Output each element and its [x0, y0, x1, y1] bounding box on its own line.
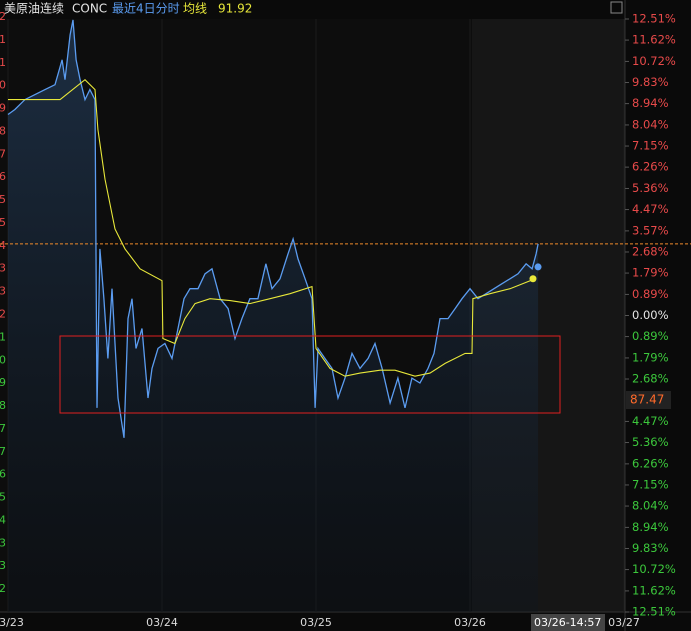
left-axis-label: 3 — [0, 285, 6, 298]
left-axis-label: 3 — [0, 559, 6, 572]
x-tick-label: 03/27 — [608, 616, 640, 629]
y-tick-label: 1.79% — [632, 350, 669, 364]
left-axis-label: 7 — [0, 147, 6, 160]
left-axis-label: 1 — [0, 330, 6, 343]
y-tick-label: 8.04% — [632, 117, 669, 131]
left-axis-label: 4 — [0, 239, 6, 252]
left-axis-label: 0 — [0, 79, 6, 92]
left-axis-label: 6 — [0, 468, 6, 481]
window-icon[interactable] — [610, 1, 623, 14]
y-tick-label: 5.36% — [632, 181, 669, 195]
y-tick-label: 9.83% — [632, 75, 669, 89]
highlight-box — [59, 335, 561, 414]
left-axis-label: 5 — [0, 491, 6, 504]
left-axis-label: 3 — [0, 536, 6, 549]
left-axis-label: 2 — [0, 308, 6, 321]
y-tick-label: 8.94% — [632, 520, 669, 534]
y-tick-label: 8.94% — [632, 96, 669, 110]
y-tick-label: 11.62% — [632, 33, 676, 47]
x-tick-label: 03/23 — [0, 616, 24, 629]
left-axis-label: 2 — [0, 10, 6, 23]
period: 最近4日分时 — [112, 2, 180, 16]
left-axis-label: 4 — [0, 513, 6, 526]
ma-value: 91.92 — [218, 2, 252, 16]
y-tick-label: 10.72% — [632, 54, 676, 68]
cursor-time-box — [531, 614, 605, 631]
end-dot — [534, 263, 542, 271]
left-axis-label: 9 — [0, 376, 6, 389]
y-tick-label: 0.89% — [632, 329, 669, 343]
left-axis-label: 3 — [0, 262, 6, 275]
x-tick-label: 03/26 — [454, 616, 486, 629]
left-axis-label: 2 — [0, 582, 6, 595]
cursor-time: 03/26-14:57 — [534, 616, 601, 629]
ma-line — [8, 78, 534, 377]
y-tick-label: 4.47% — [632, 414, 669, 428]
price-line — [7, 19, 539, 438]
y-tick-label: 12.51% — [632, 605, 676, 619]
y-tick-label: 10.72% — [632, 562, 676, 576]
y-tick-label: 3.57% — [632, 223, 669, 237]
price-label-box — [626, 391, 671, 409]
x-tick-label: 03/24 — [146, 616, 178, 629]
y-tick-label: 7.15% — [632, 477, 669, 491]
left-axis-label: 8 — [0, 124, 6, 137]
left-axis-label: 6 — [0, 170, 6, 183]
y-tick-label: 6.26% — [632, 456, 669, 470]
price-area — [8, 19, 539, 612]
symbol-name: 美原油连续 — [4, 1, 64, 16]
y-tick-label: 7.15% — [632, 139, 669, 153]
left-axis-label: 8 — [0, 399, 6, 412]
y-tick-label: 0.89% — [632, 287, 669, 301]
left-axis-label: 7 — [0, 422, 6, 435]
left-axis-label: 0 — [0, 353, 6, 366]
y-tick-label: 2.68% — [632, 244, 669, 258]
y-tick-label: 5.36% — [632, 435, 669, 449]
price-label: 87.47 — [630, 393, 664, 407]
y-tick-label: 2.68% — [632, 372, 669, 386]
left-axis-label: 1 — [0, 33, 6, 46]
y-tick-label: 1.79% — [632, 266, 669, 280]
left-axis-label: 7 — [0, 445, 6, 458]
y-tick-label: 6.26% — [632, 160, 669, 174]
y-tick-label: 0.00% — [632, 308, 669, 322]
y-tick-label: 8.04% — [632, 499, 669, 513]
left-axis-label: 5 — [0, 216, 6, 229]
x-tick-label: 03/25 — [300, 616, 332, 629]
left-axis-label: 5 — [0, 193, 6, 206]
y-tick-label: 12.51% — [632, 12, 676, 26]
y-tick-label: 4.47% — [632, 202, 669, 216]
left-axis-label: 1 — [0, 56, 6, 69]
y-tick-label: 11.62% — [632, 583, 676, 597]
end-dot — [529, 275, 537, 283]
symbol-code: CONC — [72, 2, 107, 16]
y-tick-label: 9.83% — [632, 541, 669, 555]
left-axis-label: 9 — [0, 102, 6, 115]
ma-label: 均线 — [183, 2, 207, 16]
